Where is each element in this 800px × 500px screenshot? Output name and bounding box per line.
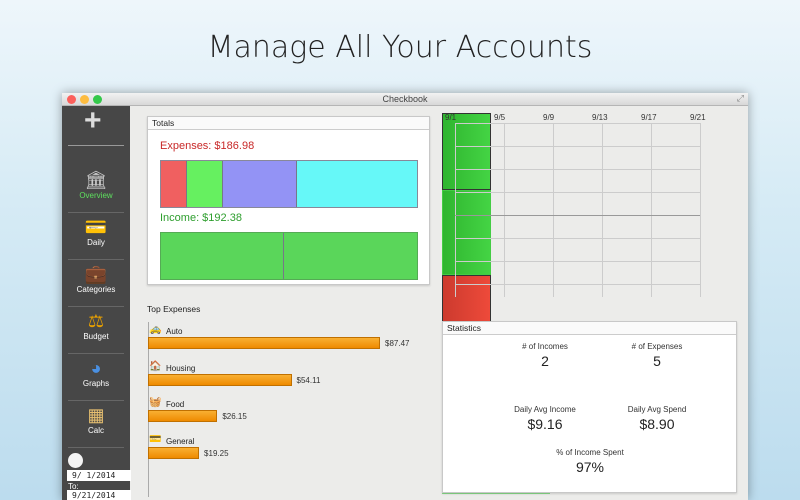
income-bar[interactable] — [442, 113, 491, 191]
x-tick-label: 9/9 — [543, 113, 555, 122]
checkbook-window: Checkbook ⤢ + 🏛 Overview 💳 Daily 💼 Categori… — [62, 93, 748, 500]
expense-value: $26.15 — [222, 412, 247, 421]
expense-bar[interactable] — [148, 410, 218, 422]
date-toggle[interactable] — [68, 453, 83, 468]
top-expenses-chart: 🚕 Auto $87.47 🏠 Housing $54.11 🧺 Food $26.15 💳 Gen… — [148, 322, 448, 492]
sidebar-item-graphs[interactable]: ◕ Graphs — [68, 357, 124, 388]
from-date-field[interactable]: 9/ 1/2014 — [67, 470, 131, 481]
stat-label: % of Income Spent — [556, 448, 624, 457]
to-label: To: — [68, 482, 79, 491]
category-label: Housing — [166, 363, 196, 373]
stat-value: $9.16 — [527, 416, 563, 432]
grid-line — [455, 146, 700, 147]
statistics-panel: Statistics # of Incomes 2 # of Expenses … — [442, 321, 737, 493]
expense-value: $19.25 — [204, 448, 229, 458]
bar-segment — [283, 233, 417, 279]
headline: Manage All Your Accounts — [207, 30, 593, 65]
sidebar-item-label: Graphs — [82, 379, 110, 388]
close-button[interactable] — [67, 95, 76, 104]
pie-chart-icon: ◕ — [90, 358, 102, 378]
stat-value: 2 — [541, 353, 549, 369]
basket-icon: 🧺 — [149, 397, 162, 408]
stat-label: Daily Avg Spend — [627, 405, 687, 414]
stat-label: Daily Avg Income — [514, 405, 576, 414]
category-label: General — [166, 436, 195, 446]
x-tick-label: 9/5 — [494, 113, 506, 122]
fullscreen-icon[interactable]: ⤢ — [736, 93, 744, 103]
totals-panel: Totals Expenses: $186.98 Income: $192.38 — [147, 116, 430, 285]
sidebar-item-label: Budget — [83, 332, 109, 341]
statistics-title: Statistics — [443, 322, 736, 335]
expenses-bar — [160, 160, 418, 208]
x-tick-label: 9/13 — [592, 113, 608, 122]
grid-line — [602, 123, 603, 297]
bar-segment — [223, 161, 298, 207]
sidebar-item-overview[interactable]: 🏛 Overview — [68, 169, 124, 200]
sidebar-item-calc[interactable]: ▦ Calc — [68, 404, 124, 435]
top-expenses-title: Top Expenses — [147, 304, 201, 314]
grid-line — [700, 123, 701, 297]
minimize-button[interactable] — [80, 95, 89, 104]
to-date-field[interactable]: 9/21/2014 — [67, 490, 131, 500]
sidebar: + 🏛 Overview 💳 Daily 💼 Categories ⚖ Budget ◕… — [62, 104, 131, 500]
stat-label: # of Expenses — [631, 342, 683, 351]
house-icon: 🏠 — [149, 360, 162, 372]
sidebar-item-label: Overview — [79, 191, 113, 200]
x-tick-label: 9/1 — [445, 113, 457, 122]
expenses-total: Expenses: $186.98 — [160, 140, 255, 152]
title-bar: Checkbook ⤢ — [62, 93, 748, 106]
grid-line — [455, 192, 700, 193]
bar-segment — [161, 161, 188, 207]
income-total: Income: $192.38 — [160, 212, 242, 224]
column-icon: 🏛 — [84, 170, 108, 190]
grid-line — [455, 238, 700, 239]
totals-title: Totals — [148, 117, 429, 130]
category-label: Auto — [166, 327, 183, 336]
sidebar-item-categories[interactable]: 💼 Categories — [68, 263, 124, 294]
zoom-button[interactable] — [93, 95, 102, 104]
grid-line — [455, 215, 700, 216]
x-tick-label: 9/17 — [641, 113, 657, 122]
axis-line — [148, 322, 149, 497]
sidebar-item-label: Categories — [76, 285, 116, 294]
briefcase-icon: 💼 — [84, 264, 108, 284]
bar-segment — [161, 233, 284, 279]
bar-segment — [297, 161, 417, 207]
income-bar — [160, 232, 418, 280]
expense-value: $87.47 — [385, 339, 410, 348]
add-icon[interactable]: + — [84, 104, 102, 137]
income-bar[interactable] — [442, 190, 491, 275]
scales-icon: ⚖ — [87, 311, 105, 331]
stat-value: 97% — [575, 459, 605, 475]
grid-line — [553, 123, 554, 297]
weekly-chart: 9/19/59/99/139/179/219/1 - 9/5 Income:$9… — [442, 113, 742, 495]
divider — [68, 145, 124, 146]
category-label: Food — [166, 400, 185, 409]
wallet-icon: 💳 — [149, 433, 162, 445]
stat-value: 5 — [653, 353, 661, 369]
grid-line — [651, 123, 652, 297]
credit-card-icon: 💳 — [84, 217, 108, 237]
grid-line — [455, 123, 700, 124]
grid-line — [455, 169, 700, 170]
stat-value: $8.90 — [639, 416, 675, 432]
window-title: Checkbook — [382, 94, 428, 104]
expense-value: $54.11 — [296, 375, 321, 385]
expense-bar[interactable] — [148, 446, 200, 459]
sidebar-item-daily[interactable]: 💳 Daily — [68, 216, 124, 247]
sidebar-item-label: Daily — [87, 238, 105, 247]
sidebar-item-budget[interactable]: ⚖ Budget — [68, 310, 124, 341]
calculator-icon: ▦ — [87, 405, 105, 425]
bar-segment — [187, 161, 224, 207]
expense-bar[interactable] — [148, 337, 380, 349]
sidebar-item-label: Calc — [87, 426, 104, 435]
expense-bar[interactable] — [148, 373, 292, 386]
grid-line — [455, 261, 700, 262]
x-tick-label: 9/21 — [690, 113, 706, 122]
stat-label: # of Incomes — [522, 342, 568, 351]
grid-line — [455, 284, 700, 285]
grid-line — [455, 123, 456, 297]
grid-line — [504, 123, 505, 297]
taxi-icon: 🚕 — [149, 324, 162, 335]
